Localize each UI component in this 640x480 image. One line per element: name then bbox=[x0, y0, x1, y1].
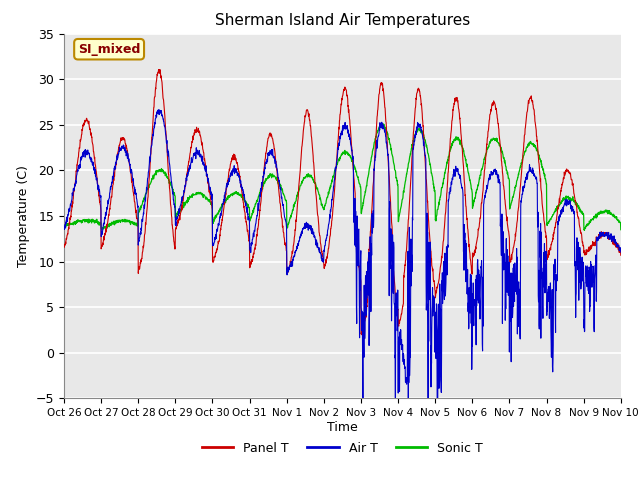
Sonic T bbox=[358, 205, 366, 211]
Sonic T bbox=[568, 196, 575, 202]
Y-axis label: Temperature (C): Temperature (C) bbox=[17, 165, 30, 267]
Line: Air T: Air T bbox=[64, 109, 621, 424]
Air T bbox=[371, 157, 379, 163]
Panel T bbox=[216, 237, 223, 242]
Sonic T bbox=[216, 207, 223, 213]
Line: Sonic T: Sonic T bbox=[64, 123, 621, 230]
Panel T bbox=[358, 332, 365, 337]
Air T bbox=[568, 208, 576, 214]
Air T bbox=[584, 269, 591, 275]
Air T bbox=[359, 365, 367, 371]
Panel T bbox=[568, 177, 576, 183]
Line: Panel T: Panel T bbox=[64, 70, 621, 335]
Sonic T bbox=[371, 139, 378, 145]
Sonic T bbox=[60, 224, 68, 229]
Title: Sherman Island Air Temperatures: Sherman Island Air Temperatures bbox=[215, 13, 470, 28]
Sonic T bbox=[504, 176, 512, 181]
Panel T bbox=[60, 242, 68, 248]
Air T bbox=[617, 249, 625, 255]
Sonic T bbox=[584, 222, 591, 228]
Air T bbox=[60, 225, 68, 230]
Panel T bbox=[156, 67, 163, 72]
Air T bbox=[505, 283, 513, 289]
Panel T bbox=[505, 228, 513, 234]
X-axis label: Time: Time bbox=[327, 421, 358, 434]
Panel T bbox=[617, 252, 625, 258]
Panel T bbox=[584, 247, 591, 253]
Text: SI_mixed: SI_mixed bbox=[78, 43, 140, 56]
Panel T bbox=[359, 328, 367, 334]
Sonic T bbox=[580, 228, 588, 233]
Legend: Panel T, Air T, Sonic T: Panel T, Air T, Sonic T bbox=[196, 437, 488, 460]
Air T bbox=[155, 107, 163, 112]
Sonic T bbox=[617, 227, 625, 233]
Air T bbox=[216, 217, 223, 223]
Air T bbox=[433, 421, 441, 427]
Sonic T bbox=[378, 120, 386, 126]
Panel T bbox=[371, 149, 379, 155]
